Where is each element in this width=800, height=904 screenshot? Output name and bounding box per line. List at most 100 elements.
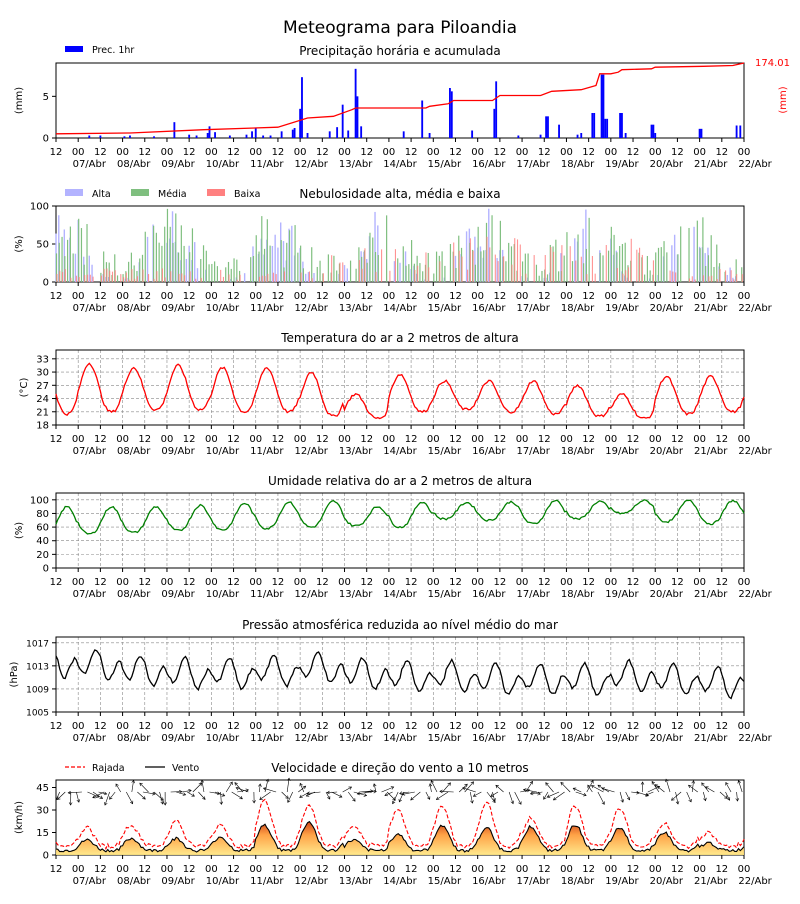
humidity-xtick-label: 12 (360, 577, 373, 588)
wind-xtick-label: 00 (693, 864, 706, 875)
temp-xtick-label: 00 (471, 434, 484, 445)
pressure-xtick-label: 12 (582, 721, 595, 732)
pressure-xtick-label: 12 (138, 721, 151, 732)
clouds-ytick-label: 100 (30, 202, 49, 213)
clouds-xtick-label: 12 (360, 291, 373, 302)
precip-xtick-label: 00 (205, 147, 218, 158)
precip-day-label: 12/Abr (295, 159, 329, 170)
humidity-day-label: 09/Abr (161, 589, 195, 600)
precip-xtick-label: 00 (649, 147, 662, 158)
pressure-xtick-label: 00 (116, 721, 129, 732)
wind-xtick-label: 12 (405, 864, 418, 875)
precip-xtick-label: 00 (427, 147, 440, 158)
pressure-title: Pressão atmosférica reduzida ao nível mé… (242, 618, 558, 632)
wind-xtick-label: 12 (627, 864, 640, 875)
temp-xtick-label: 12 (94, 434, 107, 445)
figure-title: Meteograma para Piloandia (283, 18, 517, 38)
precip-bar (299, 109, 301, 138)
precip-bar (355, 69, 357, 138)
humidity-xtick-label: 12 (671, 577, 684, 588)
temp-xtick-label: 00 (294, 434, 307, 445)
precip-bar (342, 105, 344, 138)
clouds-xtick-label: 12 (94, 291, 107, 302)
pressure-xtick-label: 00 (693, 721, 706, 732)
precip-bar (336, 127, 338, 138)
clouds-xtick-label: 12 (627, 291, 640, 302)
pressure-day-label: 09/Abr (161, 733, 195, 744)
humidity-xtick-label: 00 (161, 577, 174, 588)
wind-xtick-label: 00 (471, 864, 484, 875)
wind-xtick-label: 00 (161, 864, 174, 875)
clouds-xtick-label: 12 (494, 291, 507, 302)
humidity-xtick-label: 12 (94, 577, 107, 588)
humidity-day-label: 18/Abr (561, 589, 595, 600)
wind-ytick-label: 15 (36, 828, 49, 839)
humidity-xtick-label: 00 (72, 577, 85, 588)
precip-day-label: 11/Abr (250, 159, 284, 170)
humidity-day-label: 12/Abr (295, 589, 329, 600)
pressure-ytick-label: 1009 (26, 685, 49, 695)
humidity-xtick-label: 12 (227, 577, 240, 588)
temp-xtick-label: 00 (383, 434, 396, 445)
precip-xtick-label: 12 (316, 147, 329, 158)
clouds-xtick-label: 12 (183, 291, 196, 302)
precip-day-label: 20/Abr (650, 159, 684, 170)
temp-ytick-label: 33 (36, 354, 49, 365)
humidity-ytick-label: 40 (36, 536, 49, 547)
pressure-xtick-label: 12 (316, 721, 329, 732)
clouds-day-label: 09/Abr (161, 303, 195, 314)
precip-bar (547, 116, 549, 138)
precip-xtick-label: 00 (471, 147, 484, 158)
wind-xtick-label: 12 (715, 864, 728, 875)
precip-bar (591, 113, 593, 138)
clouds-day-label: 14/Abr (383, 303, 417, 314)
clouds-xtick-label: 00 (338, 291, 351, 302)
precip-xtick-label: 12 (138, 147, 151, 158)
precip-day-label: 13/Abr (339, 159, 373, 170)
temp-xtick-label: 00 (516, 434, 529, 445)
humidity-xtick-label: 00 (516, 577, 529, 588)
clouds-xtick-label: 00 (249, 291, 262, 302)
pressure-day-label: 10/Abr (206, 733, 240, 744)
pressure-xtick-label: 00 (383, 721, 396, 732)
clouds-day-label: 18/Abr (561, 303, 595, 314)
wind-day-label: 13/Abr (339, 876, 373, 887)
humidity-day-label: 14/Abr (383, 589, 417, 600)
precip-bar (577, 135, 579, 138)
precip-bar (270, 136, 272, 139)
wind-day-label: 17/Abr (516, 876, 550, 887)
precip-xtick-label: 00 (604, 147, 617, 158)
clouds-legend-label: Baixa (234, 189, 260, 200)
humidity-day-label: 08/Abr (117, 589, 151, 600)
precip-bar (651, 125, 653, 138)
temp-day-label: 19/Abr (605, 446, 639, 457)
precip-day-label: 14/Abr (383, 159, 417, 170)
pressure-day-label: 17/Abr (516, 733, 550, 744)
wind-xtick-label: 12 (538, 864, 551, 875)
humidity-ytick-label: 20 (36, 550, 49, 561)
clouds-day-label: 08/Abr (117, 303, 151, 314)
precip-bar (517, 136, 519, 139)
precip-bar (603, 75, 605, 138)
humidity-xtick-label: 00 (649, 577, 662, 588)
temp-xtick-label: 00 (161, 434, 174, 445)
temp-xtick-label: 12 (272, 434, 285, 445)
pressure-xtick-label: 12 (94, 721, 107, 732)
precip-bar (421, 101, 423, 139)
precip-bar (699, 129, 701, 138)
temp-xtick-label: 12 (50, 434, 63, 445)
precip-bar (558, 125, 560, 138)
precip-xtick-label: 00 (338, 147, 351, 158)
pressure-xtick-label: 12 (227, 721, 240, 732)
wind-ytick-label: 0 (43, 851, 49, 862)
temp-ytick-label: 30 (36, 368, 49, 379)
precip-bar (209, 126, 211, 138)
temp-xtick-label: 00 (427, 434, 440, 445)
humidity-day-label: 13/Abr (339, 589, 373, 600)
wind-xtick-label: 00 (427, 864, 440, 875)
precip-ylabel-right: (mm) (778, 86, 789, 113)
wind-legend-gust-label: Rajada (92, 763, 125, 774)
clouds-day-label: 13/Abr (339, 303, 373, 314)
precip-xtick-label: 00 (693, 147, 706, 158)
precip-bar (601, 75, 603, 138)
